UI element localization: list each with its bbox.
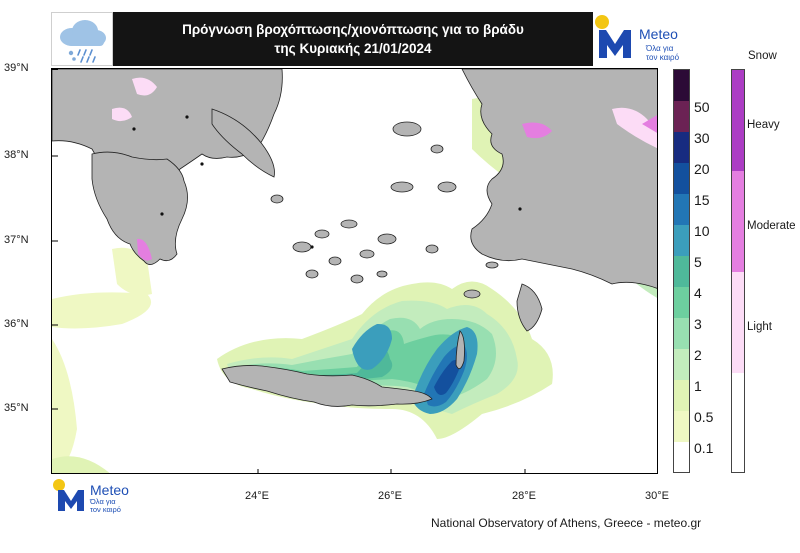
meteo-logo: Meteo Όλα για τον καιρό: [593, 12, 697, 66]
rain-level-15: 15: [694, 192, 710, 208]
snow-level-heavy: Heavy: [747, 119, 780, 131]
snow-areas: [112, 77, 657, 261]
rain-band-3-4: [674, 287, 689, 318]
rain-level-1: 1: [694, 378, 702, 394]
rain-level-0.1: 0.1: [694, 440, 714, 456]
title-line-2: της Κυριακής 21/01/2024: [274, 41, 432, 56]
footer-m-logo-icon: [58, 490, 84, 511]
rain-band-50plus: [674, 70, 689, 101]
rain-level-5: 5: [694, 254, 702, 270]
lon-label-26: 26°E: [378, 490, 402, 502]
logo-tagline-2: τον καιρό: [646, 53, 680, 62]
footer-sun-icon: [53, 479, 65, 491]
footer-logo-tagline-2: τον καιρό: [90, 505, 121, 514]
logo-tagline-1: Όλα για: [645, 44, 674, 53]
snow-band-light: [732, 272, 744, 373]
weather-icon-box: [51, 12, 113, 66]
title-line-1: Πρόγνωση βροχόπτωσης/χιονόπτωσης για το …: [182, 22, 524, 37]
precipitation-map[interactable]: [51, 68, 658, 474]
lon-label-30: 30°E: [645, 490, 669, 502]
snow-band-none: [732, 373, 744, 472]
snow-rain-cloud-icon: [60, 20, 106, 63]
rain-level-10: 10: [694, 223, 710, 239]
land-areas: [52, 69, 657, 407]
m-logo-icon: [599, 30, 631, 58]
city-markers: [132, 115, 522, 249]
footer-meteo-logo: Meteo Όλα για τον καιρό: [50, 478, 160, 514]
rain-level-4: 4: [694, 285, 702, 301]
logo-word: Meteo: [639, 26, 678, 42]
rain-colorbar: [673, 69, 690, 473]
forecast-title: Πρόγνωση βροχόπτωσης/χιονόπτωσης για το …: [113, 12, 593, 66]
rain-band-15-20: [674, 163, 689, 194]
rain-level-3: 3: [694, 316, 702, 332]
lat-label-37: 37°N: [4, 234, 29, 246]
credit-text: National Observatory of Athens, Greece -…: [431, 516, 702, 530]
snow-band-heavy: [732, 70, 744, 171]
snow-legend-title: Snow: [748, 50, 777, 62]
lat-label-38: 38°N: [4, 149, 29, 161]
rain-band-2-3: [674, 318, 689, 349]
footer-logo-word: Meteo: [90, 482, 129, 498]
rain-level-2: 2: [694, 347, 702, 363]
rain-band-4-5: [674, 256, 689, 287]
lat-label-36: 36°N: [4, 318, 29, 330]
snow-level-light: Light: [747, 321, 772, 333]
lat-label-39: 39°N: [4, 62, 29, 74]
axis-ticks: [52, 69, 526, 473]
snow-level-moderate: Moderate: [747, 220, 796, 232]
map-canvas: [52, 69, 657, 473]
rain-band-5-10: [674, 225, 689, 256]
rain-band-0.1-0.5: [674, 411, 689, 442]
rain-level-50: 50: [694, 99, 710, 115]
rain-level-30: 30: [694, 130, 710, 146]
rain-band-20-30: [674, 132, 689, 163]
rain-band-1-2: [674, 349, 689, 380]
lon-label-28: 28°E: [512, 490, 536, 502]
snow-band-moderate: [732, 171, 744, 272]
lat-label-35: 35°N: [4, 402, 29, 414]
rain-level-20: 20: [694, 161, 710, 177]
sun-icon: [595, 15, 609, 29]
rain-band-below-0.1: [674, 442, 689, 472]
rain-band-10-15: [674, 194, 689, 225]
rain-band-30-50: [674, 101, 689, 132]
rain-band-0.5-1: [674, 380, 689, 411]
lon-label-24: 24°E: [245, 490, 269, 502]
snow-colorbar: [731, 69, 745, 473]
header: Πρόγνωση βροχόπτωσης/χιονόπτωσης για το …: [51, 12, 697, 66]
footer-logo-tagline-1: Όλα για: [89, 497, 116, 506]
rain-level-0.5: 0.5: [694, 409, 714, 425]
